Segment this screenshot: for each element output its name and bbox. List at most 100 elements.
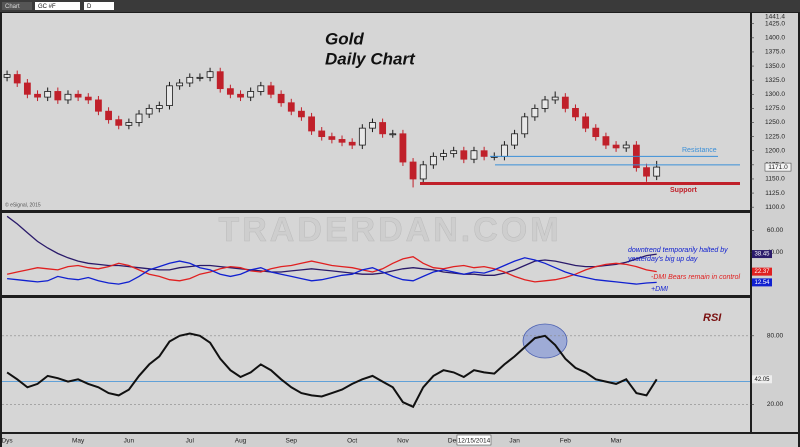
candle-body bbox=[74, 93, 82, 98]
candle-body bbox=[135, 113, 143, 123]
candle-body bbox=[105, 110, 112, 121]
y-tick-label: 1250.0 bbox=[765, 119, 785, 126]
time-scale bbox=[2, 434, 798, 447]
y-tick-label: 1400.0 bbox=[765, 35, 785, 42]
candle-body bbox=[84, 96, 92, 101]
annotation: +DMI bbox=[651, 286, 668, 293]
series-line bbox=[6, 215, 657, 276]
value-label: 42.05 bbox=[754, 377, 770, 383]
x-tick-label: Dec bbox=[448, 438, 460, 445]
candle-body bbox=[348, 141, 356, 146]
candle-body bbox=[54, 91, 62, 101]
y-tick-label: 1275.0 bbox=[765, 105, 785, 112]
candle-body bbox=[267, 85, 275, 95]
candle-body bbox=[196, 76, 204, 79]
candle-body bbox=[419, 164, 427, 180]
candle-body bbox=[186, 76, 194, 84]
annotation: yesterday's big up day bbox=[627, 256, 698, 263]
toolbar bbox=[0, 0, 800, 12]
value-box bbox=[752, 375, 772, 384]
x-tick-label: Jan bbox=[509, 438, 520, 445]
y-tick-label: 20.00 bbox=[767, 401, 784, 408]
candle-body bbox=[480, 150, 488, 157]
candle-body bbox=[511, 133, 518, 146]
value-box bbox=[752, 267, 772, 276]
candle-body bbox=[226, 88, 234, 95]
price-panel bbox=[2, 13, 750, 210]
candle-body bbox=[155, 105, 163, 109]
x-tick-label: Sep bbox=[285, 438, 297, 445]
level-label: Resistance bbox=[682, 147, 717, 154]
y-tick-label: 1375.0 bbox=[765, 49, 785, 56]
candle-body bbox=[318, 130, 326, 138]
toolbar-title: Chart bbox=[5, 4, 20, 10]
candle-body bbox=[277, 93, 285, 104]
highlight bbox=[522, 323, 568, 359]
candle-body bbox=[460, 150, 468, 160]
candle-body bbox=[247, 91, 255, 98]
tab[interactable] bbox=[2, 2, 32, 10]
y-tick-label: 1350.0 bbox=[765, 63, 785, 70]
rsi-title: RSI bbox=[703, 312, 722, 324]
candle-body bbox=[64, 93, 72, 101]
candle-body bbox=[166, 85, 173, 106]
candle-body bbox=[429, 155, 437, 166]
value-label: 22.37 bbox=[754, 269, 770, 275]
annotation: -DMI Bears remain in control bbox=[651, 274, 741, 281]
candle-body bbox=[379, 122, 387, 135]
candle-body bbox=[551, 96, 559, 101]
y-tick-label: 40.00 bbox=[767, 249, 784, 256]
x-tick-label: Nov bbox=[397, 438, 409, 445]
candle-body bbox=[34, 93, 41, 98]
candle-body bbox=[176, 82, 184, 87]
candle-body bbox=[95, 99, 102, 112]
y-tick-label: 1150.0 bbox=[765, 176, 785, 183]
chart-subtitle: Daily Chart bbox=[325, 49, 416, 68]
candle-body bbox=[450, 150, 458, 154]
x-tick-label: 12/15/2014 bbox=[458, 438, 491, 445]
candle-body bbox=[3, 74, 11, 78]
x-tick-label: Jun bbox=[124, 438, 135, 445]
y-tick-label: 1425.0 bbox=[765, 20, 785, 27]
price-label: 1171.0 bbox=[768, 164, 788, 171]
value-box bbox=[752, 278, 772, 287]
y-tick-label: 1100.0 bbox=[765, 204, 785, 211]
candle-body bbox=[470, 150, 478, 160]
x-tick-label: Dys bbox=[1, 438, 13, 445]
candle-body bbox=[389, 133, 397, 136]
candle-body bbox=[369, 122, 376, 129]
candle-body bbox=[13, 74, 21, 84]
candle-body bbox=[521, 116, 529, 135]
candle-body bbox=[501, 144, 508, 157]
candle-body bbox=[602, 136, 610, 146]
candle-body bbox=[531, 107, 539, 118]
candle-body bbox=[328, 136, 336, 140]
candle-body bbox=[287, 102, 295, 112]
y-tick-label: 80.00 bbox=[767, 333, 784, 340]
candle-body bbox=[561, 96, 569, 109]
candle-body bbox=[541, 99, 549, 109]
y-tick-label: 1125.0 bbox=[765, 190, 785, 197]
interval-box[interactable] bbox=[84, 2, 114, 10]
candle-body bbox=[572, 107, 579, 118]
symbol-box[interactable] bbox=[35, 2, 80, 10]
candle-body bbox=[298, 110, 305, 118]
y-tick-label: 1200.0 bbox=[765, 147, 785, 154]
candle-body bbox=[115, 119, 123, 126]
value-label: 12.54 bbox=[754, 280, 770, 286]
candle-body bbox=[338, 139, 346, 143]
y-tick-label: 1225.0 bbox=[765, 133, 785, 140]
candle-body bbox=[643, 167, 650, 177]
candle-body bbox=[308, 116, 315, 132]
candle-body bbox=[653, 166, 661, 177]
y-tick-label: 1325.0 bbox=[765, 77, 785, 84]
level-label: Support bbox=[670, 187, 697, 194]
candle-body bbox=[23, 82, 31, 95]
candle-body bbox=[216, 71, 224, 90]
x-tick-label: Oct bbox=[347, 438, 357, 445]
candle-body bbox=[44, 91, 52, 98]
y-tick-label: 1300.0 bbox=[765, 91, 785, 98]
candle-body bbox=[440, 153, 447, 157]
